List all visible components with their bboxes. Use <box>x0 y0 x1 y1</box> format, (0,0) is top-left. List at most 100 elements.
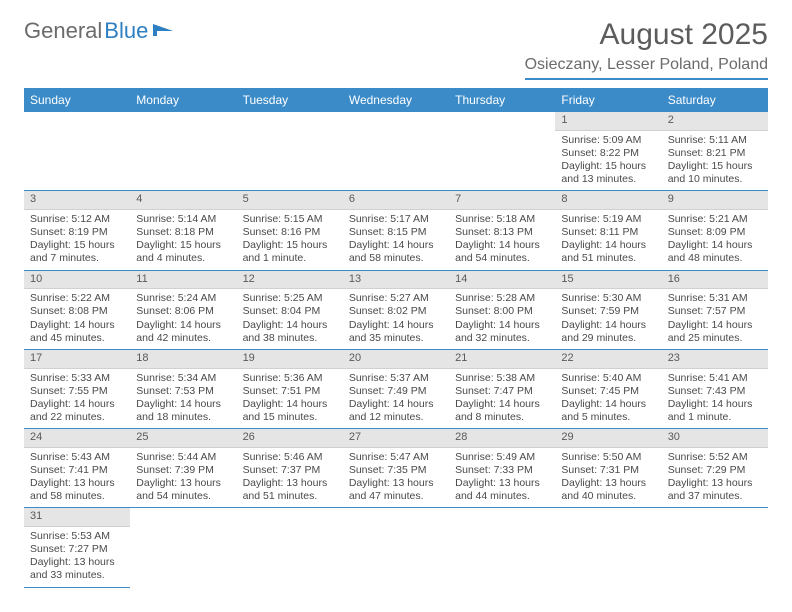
day-cell: 12Sunrise: 5:25 AMSunset: 8:04 PMDayligh… <box>237 270 343 349</box>
day-number: 4 <box>130 191 236 210</box>
day-header-row: SundayMondayTuesdayWednesdayThursdayFrid… <box>24 88 768 112</box>
calendar-row: 31Sunrise: 5:53 AMSunset: 7:27 PMDayligh… <box>24 508 768 587</box>
day-cell: 13Sunrise: 5:27 AMSunset: 8:02 PMDayligh… <box>343 270 449 349</box>
calendar-row: 24Sunrise: 5:43 AMSunset: 7:41 PMDayligh… <box>24 429 768 508</box>
day-cell: 27Sunrise: 5:47 AMSunset: 7:35 PMDayligh… <box>343 429 449 508</box>
day-header: Wednesday <box>343 88 449 112</box>
day-cell: 15Sunrise: 5:30 AMSunset: 7:59 PMDayligh… <box>555 270 661 349</box>
empty-cell <box>449 112 555 191</box>
day-number: 17 <box>24 350 130 369</box>
day-cell: 26Sunrise: 5:46 AMSunset: 7:37 PMDayligh… <box>237 429 343 508</box>
day-cell: 23Sunrise: 5:41 AMSunset: 7:43 PMDayligh… <box>662 349 768 428</box>
day-number: 30 <box>662 429 768 448</box>
day-number: 19 <box>237 350 343 369</box>
day-cell: 19Sunrise: 5:36 AMSunset: 7:51 PMDayligh… <box>237 349 343 428</box>
day-info: Sunrise: 5:17 AMSunset: 8:15 PMDaylight:… <box>343 210 449 270</box>
day-cell: 22Sunrise: 5:40 AMSunset: 7:45 PMDayligh… <box>555 349 661 428</box>
day-number: 18 <box>130 350 236 369</box>
day-number: 8 <box>555 191 661 210</box>
day-number: 15 <box>555 271 661 290</box>
day-info: Sunrise: 5:14 AMSunset: 8:18 PMDaylight:… <box>130 210 236 270</box>
day-number: 1 <box>555 112 661 131</box>
day-number: 27 <box>343 429 449 448</box>
day-info: Sunrise: 5:25 AMSunset: 8:04 PMDaylight:… <box>237 289 343 349</box>
day-info: Sunrise: 5:50 AMSunset: 7:31 PMDaylight:… <box>555 448 661 508</box>
day-cell: 1Sunrise: 5:09 AMSunset: 8:22 PMDaylight… <box>555 112 661 191</box>
month-title: August 2025 <box>525 18 768 52</box>
empty-cell <box>24 112 130 191</box>
day-info: Sunrise: 5:33 AMSunset: 7:55 PMDaylight:… <box>24 369 130 429</box>
day-cell: 5Sunrise: 5:15 AMSunset: 8:16 PMDaylight… <box>237 191 343 270</box>
day-info: Sunrise: 5:46 AMSunset: 7:37 PMDaylight:… <box>237 448 343 508</box>
day-number: 7 <box>449 191 555 210</box>
day-info: Sunrise: 5:12 AMSunset: 8:19 PMDaylight:… <box>24 210 130 270</box>
empty-cell <box>237 112 343 191</box>
day-info: Sunrise: 5:28 AMSunset: 8:00 PMDaylight:… <box>449 289 555 349</box>
day-number: 26 <box>237 429 343 448</box>
day-number: 3 <box>24 191 130 210</box>
day-info: Sunrise: 5:30 AMSunset: 7:59 PMDaylight:… <box>555 289 661 349</box>
day-header: Saturday <box>662 88 768 112</box>
empty-cell <box>130 508 236 587</box>
day-info: Sunrise: 5:21 AMSunset: 8:09 PMDaylight:… <box>662 210 768 270</box>
empty-cell <box>449 508 555 587</box>
day-info: Sunrise: 5:34 AMSunset: 7:53 PMDaylight:… <box>130 369 236 429</box>
day-info: Sunrise: 5:11 AMSunset: 8:21 PMDaylight:… <box>662 131 768 191</box>
day-cell: 8Sunrise: 5:19 AMSunset: 8:11 PMDaylight… <box>555 191 661 270</box>
day-info: Sunrise: 5:15 AMSunset: 8:16 PMDaylight:… <box>237 210 343 270</box>
day-info: Sunrise: 5:27 AMSunset: 8:02 PMDaylight:… <box>343 289 449 349</box>
day-cell: 16Sunrise: 5:31 AMSunset: 7:57 PMDayligh… <box>662 270 768 349</box>
day-header: Thursday <box>449 88 555 112</box>
calendar-row: 3Sunrise: 5:12 AMSunset: 8:19 PMDaylight… <box>24 191 768 270</box>
day-cell: 6Sunrise: 5:17 AMSunset: 8:15 PMDaylight… <box>343 191 449 270</box>
day-cell: 24Sunrise: 5:43 AMSunset: 7:41 PMDayligh… <box>24 429 130 508</box>
day-cell: 20Sunrise: 5:37 AMSunset: 7:49 PMDayligh… <box>343 349 449 428</box>
day-info: Sunrise: 5:36 AMSunset: 7:51 PMDaylight:… <box>237 369 343 429</box>
calendar-table: SundayMondayTuesdayWednesdayThursdayFrid… <box>24 88 768 588</box>
day-info: Sunrise: 5:41 AMSunset: 7:43 PMDaylight:… <box>662 369 768 429</box>
day-number: 14 <box>449 271 555 290</box>
day-cell: 28Sunrise: 5:49 AMSunset: 7:33 PMDayligh… <box>449 429 555 508</box>
flag-icon <box>153 18 175 44</box>
day-info: Sunrise: 5:31 AMSunset: 7:57 PMDaylight:… <box>662 289 768 349</box>
day-cell: 30Sunrise: 5:52 AMSunset: 7:29 PMDayligh… <box>662 429 768 508</box>
day-info: Sunrise: 5:09 AMSunset: 8:22 PMDaylight:… <box>555 131 661 191</box>
day-cell: 4Sunrise: 5:14 AMSunset: 8:18 PMDaylight… <box>130 191 236 270</box>
day-cell: 9Sunrise: 5:21 AMSunset: 8:09 PMDaylight… <box>662 191 768 270</box>
day-info: Sunrise: 5:43 AMSunset: 7:41 PMDaylight:… <box>24 448 130 508</box>
day-info: Sunrise: 5:18 AMSunset: 8:13 PMDaylight:… <box>449 210 555 270</box>
day-header: Friday <box>555 88 661 112</box>
day-number: 6 <box>343 191 449 210</box>
day-info: Sunrise: 5:37 AMSunset: 7:49 PMDaylight:… <box>343 369 449 429</box>
empty-cell <box>662 508 768 587</box>
day-number: 25 <box>130 429 236 448</box>
day-cell: 11Sunrise: 5:24 AMSunset: 8:06 PMDayligh… <box>130 270 236 349</box>
day-cell: 18Sunrise: 5:34 AMSunset: 7:53 PMDayligh… <box>130 349 236 428</box>
day-number: 23 <box>662 350 768 369</box>
calendar-row: 1Sunrise: 5:09 AMSunset: 8:22 PMDaylight… <box>24 112 768 191</box>
day-number: 11 <box>130 271 236 290</box>
day-header: Monday <box>130 88 236 112</box>
empty-cell <box>343 112 449 191</box>
day-number: 22 <box>555 350 661 369</box>
day-number: 16 <box>662 271 768 290</box>
day-info: Sunrise: 5:53 AMSunset: 7:27 PMDaylight:… <box>24 527 130 587</box>
day-number: 10 <box>24 271 130 290</box>
day-info: Sunrise: 5:22 AMSunset: 8:08 PMDaylight:… <box>24 289 130 349</box>
day-cell: 14Sunrise: 5:28 AMSunset: 8:00 PMDayligh… <box>449 270 555 349</box>
title-block: August 2025 Osieczany, Lesser Poland, Po… <box>525 18 768 80</box>
day-cell: 2Sunrise: 5:11 AMSunset: 8:21 PMDaylight… <box>662 112 768 191</box>
calendar-row: 17Sunrise: 5:33 AMSunset: 7:55 PMDayligh… <box>24 349 768 428</box>
day-info: Sunrise: 5:52 AMSunset: 7:29 PMDaylight:… <box>662 448 768 508</box>
day-number: 20 <box>343 350 449 369</box>
logo-text-1: General <box>24 18 102 44</box>
day-cell: 17Sunrise: 5:33 AMSunset: 7:55 PMDayligh… <box>24 349 130 428</box>
day-header: Sunday <box>24 88 130 112</box>
day-header: Tuesday <box>237 88 343 112</box>
location: Osieczany, Lesser Poland, Poland <box>525 56 768 80</box>
calendar-row: 10Sunrise: 5:22 AMSunset: 8:08 PMDayligh… <box>24 270 768 349</box>
day-cell: 29Sunrise: 5:50 AMSunset: 7:31 PMDayligh… <box>555 429 661 508</box>
day-cell: 25Sunrise: 5:44 AMSunset: 7:39 PMDayligh… <box>130 429 236 508</box>
logo-text-2: Blue <box>104 18 148 44</box>
day-info: Sunrise: 5:24 AMSunset: 8:06 PMDaylight:… <box>130 289 236 349</box>
